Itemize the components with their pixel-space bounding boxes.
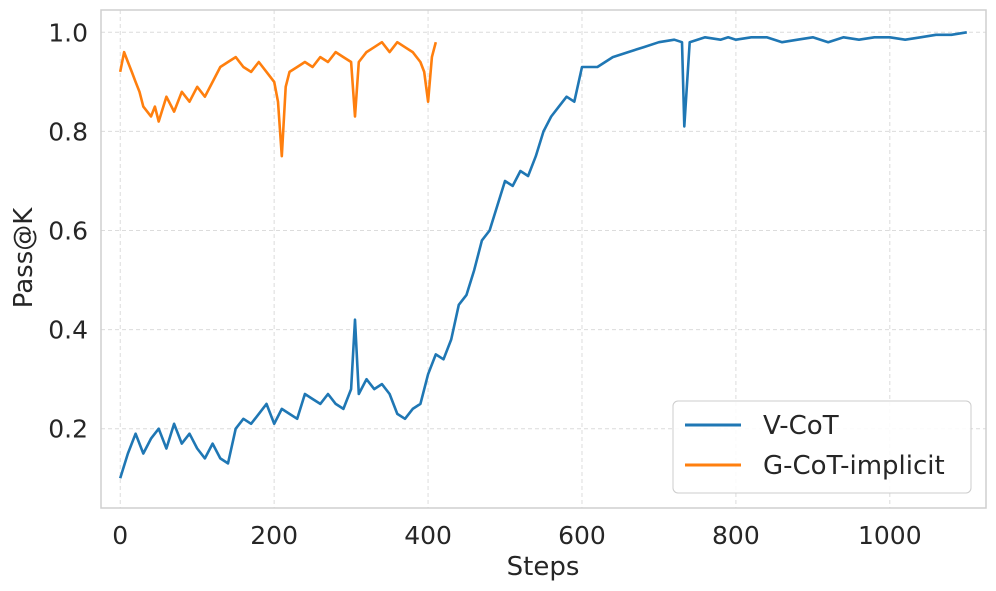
x-tick-label: 1000 — [858, 521, 922, 550]
y-tick-label: 0.6 — [48, 217, 88, 246]
x-tick-label: 0 — [112, 521, 128, 550]
x-axis-label: Steps — [507, 552, 580, 582]
y-tick-label: 1.0 — [48, 18, 88, 47]
x-tick-label: 200 — [250, 521, 298, 550]
legend-box — [672, 400, 972, 494]
series-line-g-cot-implicit — [118, 40, 438, 158]
series-line-v-cot — [118, 31, 968, 479]
x-tick-label: 600 — [558, 521, 606, 550]
legend: V-CoT G-CoT-implicit — [672, 400, 972, 494]
x-tick-label: 800 — [712, 521, 760, 550]
y-tick-label: 0.2 — [48, 415, 88, 444]
legend-label-g-cot-implicit: G-CoT-implicit — [763, 451, 945, 481]
y-tick-label: 0.4 — [48, 316, 88, 345]
y-tick-label: 0.8 — [48, 117, 88, 146]
tick-labels: 0 200 400 600 800 1000 0.2 0.4 0.6 0.8 1.0 — [48, 18, 921, 550]
series-layer — [118, 31, 968, 479]
y-axis-label: Pass@K — [9, 207, 39, 309]
plot-area-frame — [100, 9, 987, 509]
x-tick-label: 400 — [404, 521, 452, 550]
legend-label-v-cot: V-CoT — [763, 411, 839, 441]
